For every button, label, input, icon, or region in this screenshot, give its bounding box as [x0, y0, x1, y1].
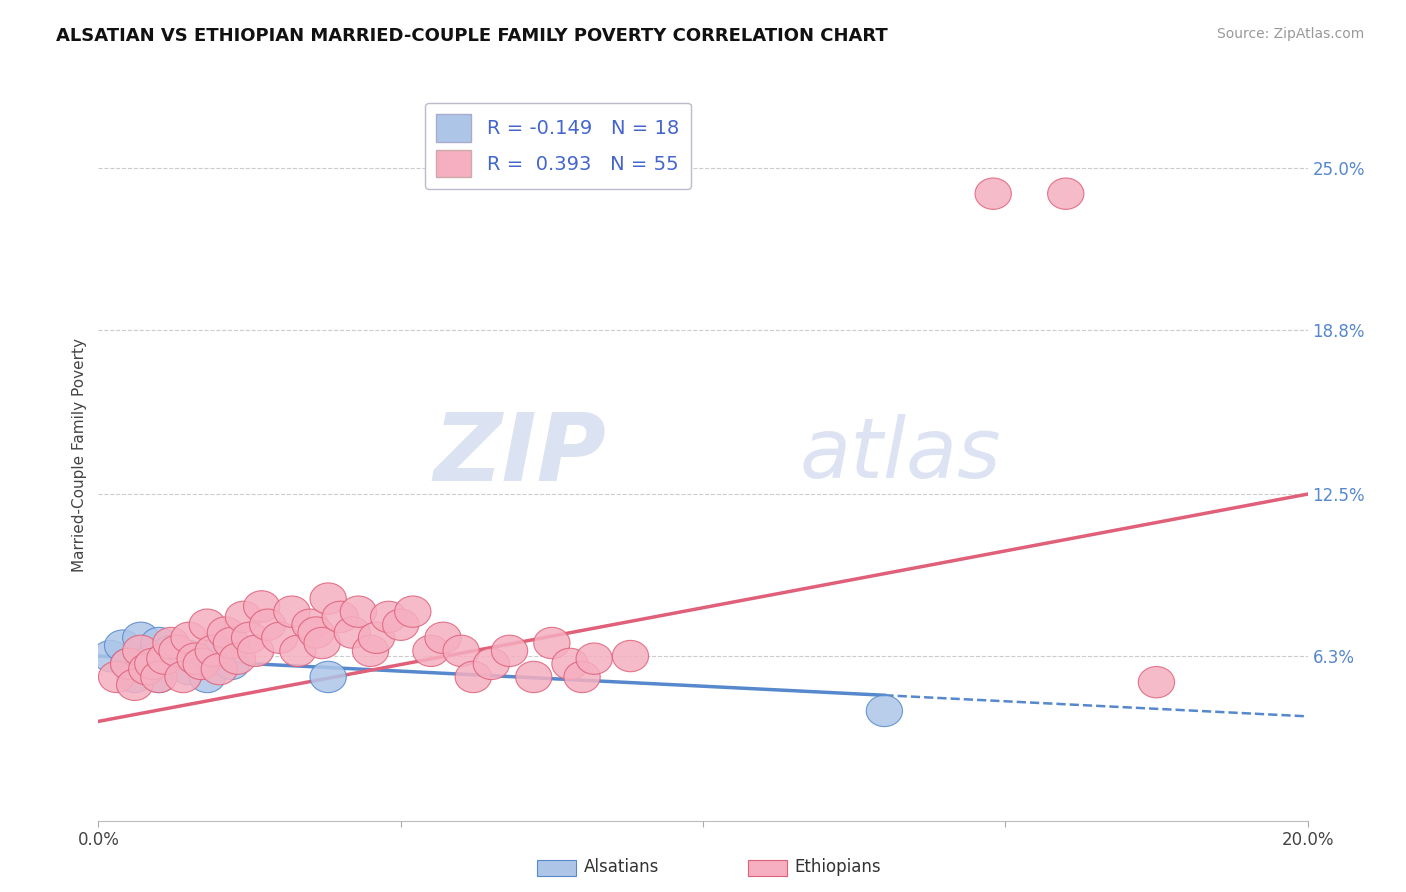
- Text: ALSATIAN VS ETHIOPIAN MARRIED-COUPLE FAMILY POVERTY CORRELATION CHART: ALSATIAN VS ETHIOPIAN MARRIED-COUPLE FAM…: [56, 27, 889, 45]
- Ellipse shape: [232, 622, 267, 654]
- Ellipse shape: [207, 617, 243, 648]
- Ellipse shape: [1139, 666, 1174, 698]
- Ellipse shape: [104, 630, 141, 661]
- Ellipse shape: [238, 635, 274, 666]
- Ellipse shape: [564, 661, 600, 693]
- Ellipse shape: [340, 596, 377, 627]
- Ellipse shape: [159, 635, 195, 666]
- Ellipse shape: [309, 583, 346, 615]
- Ellipse shape: [122, 622, 159, 654]
- Ellipse shape: [298, 617, 335, 648]
- Ellipse shape: [111, 648, 146, 680]
- Ellipse shape: [219, 643, 256, 674]
- Ellipse shape: [117, 661, 153, 693]
- Ellipse shape: [135, 648, 172, 680]
- Ellipse shape: [976, 178, 1011, 210]
- Ellipse shape: [576, 643, 613, 674]
- Ellipse shape: [250, 609, 285, 640]
- Ellipse shape: [98, 661, 135, 693]
- Ellipse shape: [613, 640, 648, 672]
- Ellipse shape: [135, 643, 172, 674]
- Ellipse shape: [214, 627, 250, 658]
- Ellipse shape: [292, 609, 328, 640]
- Ellipse shape: [335, 617, 371, 648]
- Ellipse shape: [1047, 178, 1084, 210]
- Ellipse shape: [129, 654, 165, 685]
- Ellipse shape: [443, 635, 479, 666]
- Ellipse shape: [353, 635, 388, 666]
- Ellipse shape: [866, 695, 903, 727]
- Ellipse shape: [382, 609, 419, 640]
- Text: atlas: atlas: [800, 415, 1001, 495]
- Ellipse shape: [183, 648, 219, 680]
- Ellipse shape: [172, 640, 207, 672]
- Ellipse shape: [274, 596, 311, 627]
- Y-axis label: Married-Couple Family Poverty: Married-Couple Family Poverty: [72, 338, 87, 572]
- Ellipse shape: [159, 648, 195, 680]
- Ellipse shape: [165, 661, 201, 693]
- Ellipse shape: [243, 591, 280, 622]
- Ellipse shape: [225, 601, 262, 632]
- Ellipse shape: [201, 654, 238, 685]
- Ellipse shape: [516, 661, 551, 693]
- Ellipse shape: [425, 622, 461, 654]
- Ellipse shape: [280, 635, 316, 666]
- Ellipse shape: [129, 654, 165, 685]
- Legend: R = -0.149   N = 18, R =  0.393   N = 55: R = -0.149 N = 18, R = 0.393 N = 55: [425, 103, 690, 189]
- Ellipse shape: [117, 669, 153, 700]
- Ellipse shape: [188, 609, 225, 640]
- Ellipse shape: [153, 627, 190, 658]
- Ellipse shape: [111, 648, 146, 680]
- Ellipse shape: [177, 643, 214, 674]
- Ellipse shape: [153, 635, 190, 666]
- Ellipse shape: [141, 661, 177, 693]
- Ellipse shape: [214, 648, 250, 680]
- Ellipse shape: [172, 654, 207, 685]
- Ellipse shape: [195, 635, 232, 666]
- Ellipse shape: [371, 601, 406, 632]
- Ellipse shape: [93, 640, 129, 672]
- Ellipse shape: [188, 661, 225, 693]
- Text: Alsatians: Alsatians: [583, 858, 659, 876]
- Ellipse shape: [474, 648, 509, 680]
- Text: Ethiopians: Ethiopians: [794, 858, 882, 876]
- Ellipse shape: [172, 622, 207, 654]
- Ellipse shape: [122, 635, 159, 666]
- Ellipse shape: [309, 661, 346, 693]
- Ellipse shape: [534, 627, 569, 658]
- Ellipse shape: [456, 661, 492, 693]
- Ellipse shape: [141, 661, 177, 693]
- Ellipse shape: [322, 601, 359, 632]
- Ellipse shape: [146, 643, 183, 674]
- Text: ZIP: ZIP: [433, 409, 606, 501]
- Ellipse shape: [304, 627, 340, 658]
- Ellipse shape: [395, 596, 432, 627]
- Ellipse shape: [413, 635, 449, 666]
- Ellipse shape: [359, 622, 395, 654]
- Ellipse shape: [262, 622, 298, 654]
- Ellipse shape: [492, 635, 527, 666]
- Ellipse shape: [553, 648, 588, 680]
- Ellipse shape: [201, 635, 238, 666]
- Text: Source: ZipAtlas.com: Source: ZipAtlas.com: [1216, 27, 1364, 41]
- Ellipse shape: [141, 627, 177, 658]
